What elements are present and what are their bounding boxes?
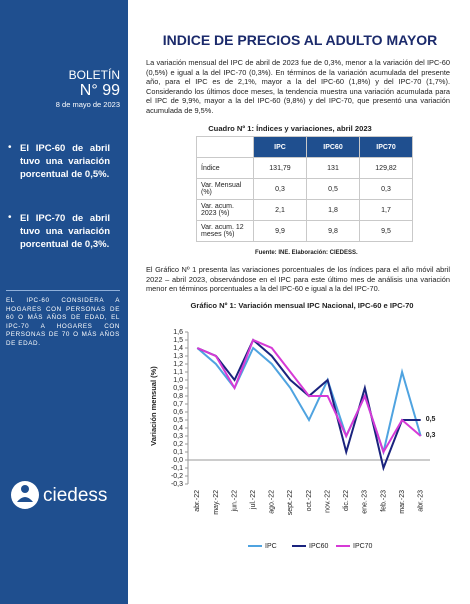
table-header-row: IPC IPC60 IPC70 (196, 136, 413, 158)
y-tick-label: 0,7 (173, 401, 183, 408)
line (196, 338, 422, 455)
y-tick-label: 1,1 (173, 369, 183, 376)
line (196, 346, 422, 456)
x-tick-label: dic.-22 (343, 490, 350, 511)
y-tick-label: -0,3 (171, 481, 183, 488)
table-cell: 2,1 (253, 199, 307, 221)
bullet: El IPC-70 de abril tuvo una variación po… (20, 213, 110, 250)
note: EL IPC-60 CONSIDERA A HOGARES CON PERSON… (6, 297, 120, 347)
chart: Gráfico Nº 1: Variación mensual IPC Naci… (149, 301, 436, 550)
chart-title: Gráfico Nº 1: Variación mensual IPC Naci… (190, 301, 413, 310)
table-cell: 129,82 (359, 157, 413, 179)
sidebar: BOLETÍN N° 99 8 de mayo de 2023 • El IPC… (0, 0, 128, 604)
table-cell: 131 (306, 157, 360, 179)
table-cell: 1,8 (306, 199, 360, 221)
x-tick-label: ene.-23 (362, 490, 369, 514)
table-corner (196, 136, 254, 158)
x-tick-label: sept.-22 (287, 490, 294, 515)
y-tick-label: 1,6 (173, 329, 183, 336)
line (196, 338, 421, 472)
y-axis-label: Variación mensual (%) (149, 366, 158, 446)
y-tick-label: 1,4 (173, 345, 183, 352)
table-cell: 131,79 (253, 157, 307, 179)
table-cell: Índice (196, 157, 254, 179)
table-cell: 0,5 (306, 178, 360, 200)
bullet-icon: • (8, 142, 12, 153)
column-header: IPC60 (306, 136, 360, 158)
table: IPC IPC60 IPC70 Índice 131,79 131 129,82 Var. M… (196, 136, 413, 242)
y-tick-label: 0,6 (173, 409, 183, 416)
column-header: IPC (253, 136, 307, 158)
y-tick-label: -0,2 (171, 473, 183, 480)
y-tick-label: 0,0 (173, 457, 183, 464)
y-tick-label: 0,2 (173, 441, 183, 448)
y-tick-label: 0,9 (173, 385, 183, 392)
table-cell: Var. Mensual (%) (196, 178, 254, 200)
data-label: 0,5 (426, 416, 436, 423)
table-cell: Var. acum. 2023 (%) (196, 199, 254, 221)
table-row: Var. acum. 2023 (%) 2,1 1,8 1,7 (196, 199, 413, 221)
x-tick-label: abr.-22 (194, 490, 201, 512)
bullet-icon: • (8, 212, 12, 223)
table-cell: 1,7 (359, 199, 413, 221)
bulletin-date: 8 de mayo de 2023 (55, 100, 120, 109)
y-tick-label: 0,5 (173, 417, 183, 424)
intro: La variación mensual del IPC de abril de… (146, 58, 450, 115)
bulletin-number: N° 99 (79, 82, 120, 99)
x-tick-label: may.-22 (213, 490, 220, 515)
x-tick-label: feb.-23 (380, 490, 387, 512)
table-cell: 9,5 (359, 220, 413, 242)
x-tick-label: mar.-23 (399, 490, 406, 514)
logo: ciedess (11, 481, 107, 509)
logo-icon (21, 485, 29, 493)
y-tick-label: 0,3 (173, 433, 183, 440)
table-cell: Var. acum. 12 meses (%) (196, 220, 254, 242)
x-tick-label: oct.-22 (306, 490, 313, 512)
y-tick-label: 1,0 (173, 377, 183, 384)
logo-icon (17, 497, 33, 502)
y-tick-label: 1,3 (173, 353, 183, 360)
data-label: 0,3 (426, 432, 436, 439)
x-tick-label: abr.-23 (418, 490, 425, 512)
y-tick-label: 1,5 (173, 337, 183, 344)
table-cell: 0,3 (359, 178, 413, 200)
column-header: IPC70 (359, 136, 413, 158)
title: INDICE DE PRECIOS AL ADULTO MAYOR (162, 32, 438, 48)
y-tick-label: -0,1 (171, 465, 183, 472)
table-row: Índice 131,79 131 129,82 (196, 157, 413, 179)
x-tick-label: nov.-22 (324, 490, 331, 513)
logo-text: ciedess (43, 485, 107, 506)
x-tick-label: ago.-22 (269, 490, 276, 514)
legend-label: IPC (265, 543, 277, 550)
table-cell: 9,8 (306, 220, 360, 242)
divider (6, 290, 120, 291)
y-tick-label: 0,4 (173, 425, 183, 432)
legend-label: IPC60 (309, 543, 329, 550)
bulletin-label: BOLETÍN (68, 68, 120, 82)
table-row: Var. acum. 12 meses (%) 9,9 9,8 9,5 (196, 220, 413, 242)
table-caption: Cuadro Nº 1: Índices y variaciones, abri… (208, 124, 372, 133)
x-tick-label: jun.-22 (231, 490, 238, 513)
legend-label: IPC70 (353, 543, 373, 550)
y-tick-label: 0,1 (173, 449, 183, 456)
paragraph: El Gráfico Nº 1 presenta las variaciones… (146, 265, 450, 294)
x-tick-label: jul.-22 (250, 490, 257, 510)
table-row: Var. Mensual (%) 0,3 0,5 0,3 (196, 178, 413, 200)
y-tick-label: 1,2 (173, 361, 183, 368)
table-source: Fuente: INE. Elaboración: CIEDESS. (255, 250, 358, 256)
y-tick-label: 0,8 (173, 393, 183, 400)
table-cell: 0,3 (253, 178, 307, 200)
bullet: El IPC-60 de abril tuvo una variación po… (20, 143, 110, 180)
table-body: IPC IPC60 IPC70 Índice 131,79 131 129,82 Var. M… (196, 136, 413, 242)
table-cell: 9,9 (253, 220, 307, 242)
